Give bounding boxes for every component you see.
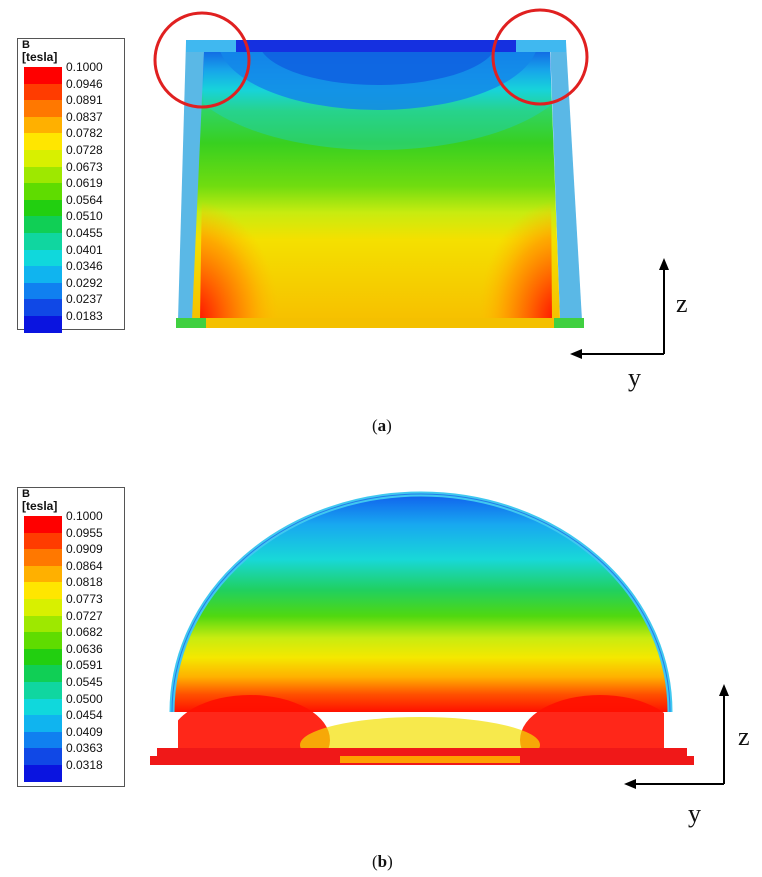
legend-tick-label: 0.0782 (66, 126, 103, 141)
caption-b-letter: b (377, 852, 388, 871)
field-plot-a: z y (153, 8, 688, 392)
legend-tick-label: 0.0409 (66, 724, 103, 739)
axis-label-y-a: y (628, 363, 641, 392)
caption-a-letter: a (377, 416, 387, 435)
legend-swatch (24, 249, 62, 267)
legend-tick-label: 0.0363 (66, 741, 103, 756)
legend-swatch (24, 665, 62, 683)
legend-swatch (24, 83, 62, 101)
legend-tick-label: 0.0455 (66, 226, 103, 240)
legend-swatch (24, 100, 62, 118)
legend-swatch (24, 150, 62, 168)
legend-b: B [tesla] 0.1000 0.0955 0.0909 0.0864 0.0818… (17, 487, 125, 787)
axis-label-z-b: z (738, 722, 750, 751)
wall-right-a (550, 42, 582, 320)
legend-swatch (24, 632, 62, 650)
legend-tick-label: 0.0728 (66, 143, 103, 157)
legend-tick-label: 0.0591 (66, 658, 103, 673)
legend-swatch (24, 565, 62, 583)
legend-swatch (24, 199, 62, 217)
legend-tick-label: 0.0946 (66, 76, 103, 91)
legend-tick-label: 0.0891 (66, 93, 103, 108)
legend-a: B [tesla] 0.1000 0.0946 0.0891 0.0837 0.0782… (17, 38, 125, 334)
legend-tick-label: 0.0864 (66, 558, 103, 573)
legend-swatch (24, 731, 62, 749)
caption-b: (b) (372, 852, 393, 871)
legend-tick-label: 0.1000 (66, 60, 103, 74)
legend-swatch (24, 166, 62, 184)
legend-tick-label: 0.0818 (66, 575, 103, 590)
base-plate-a (176, 318, 584, 328)
legend-b-header: B [tesla] (22, 488, 57, 512)
legend-tick-label: 0.1000 (66, 509, 103, 523)
legend-tick-label: 0.0500 (66, 691, 103, 706)
legend-swatch (24, 748, 62, 766)
legend-swatch (24, 116, 62, 134)
legend-tick-label: 0.0401 (66, 242, 103, 257)
legend-swatch (24, 765, 62, 783)
legend-tick-label: 0.0454 (66, 708, 103, 723)
legend-swatch (24, 582, 62, 600)
legend-swatch (24, 183, 62, 201)
legend-tick-label: 0.0510 (66, 209, 103, 224)
field-plot-b: z y (150, 491, 750, 828)
legend-a-quantity: B (22, 39, 30, 51)
legend-tick-label: 0.0727 (66, 608, 103, 623)
legend-tick-label: 0.0545 (66, 675, 103, 689)
legend-a-header: B [tesla] (22, 39, 57, 63)
legend-swatch (24, 316, 62, 334)
axis-label-z-a: z (676, 289, 688, 318)
legend-tick-label: 0.0346 (66, 259, 103, 274)
legend-swatch (24, 67, 62, 85)
axis-triad-a (570, 258, 669, 359)
legend-swatch (24, 698, 62, 716)
legend-swatch (24, 648, 62, 666)
legend-swatch (24, 715, 62, 733)
legend-tick-label: 0.0636 (66, 641, 103, 656)
legend-tick-label: 0.0909 (66, 542, 103, 557)
legend-tick-label: 0.0564 (66, 192, 103, 207)
legend-tick-label: 0.0673 (66, 159, 103, 174)
legend-tick-label: 0.0237 (66, 292, 103, 307)
panel-b: B [tesla] 0.1000 0.0955 0.0909 0.0864 0.0818… (0, 440, 762, 877)
legend-swatch (24, 532, 62, 550)
legend-swatch (24, 233, 62, 251)
axis-triad-b (624, 684, 729, 789)
legend-tick-label: 0.0837 (66, 109, 103, 124)
inner-field-a (192, 52, 560, 320)
legend-tick-label: 0.0183 (66, 309, 103, 323)
caption-a: (a) (372, 416, 392, 435)
legend-tick-label: 0.0955 (66, 525, 103, 540)
legend-swatch (24, 615, 62, 633)
legend-swatch (24, 299, 62, 317)
legend-b-unit: [tesla] (22, 499, 58, 513)
base-plate-b (157, 748, 687, 758)
legend-swatch (24, 516, 62, 534)
legend-swatch (24, 549, 62, 567)
highlight-circle-left-a (153, 11, 251, 109)
legend-swatch (24, 133, 62, 151)
legend-tick-label: 0.0619 (66, 176, 103, 191)
legend-a-unit: [tesla] (22, 50, 58, 64)
top-low-field-a (218, 52, 538, 110)
legend-tick-label: 0.0292 (66, 275, 103, 290)
legend-tick-label: 0.0682 (66, 625, 103, 640)
legend-swatch (24, 682, 62, 700)
top-bar-a (186, 40, 566, 52)
axis-label-y-b: y (688, 799, 701, 828)
legend-swatch (24, 599, 62, 617)
panel-a: B [tesla] 0.1000 0.0946 0.0891 0.0837 0.0782… (17, 8, 688, 435)
dome-field-b (172, 494, 670, 712)
legend-swatch (24, 282, 62, 300)
legend-tick-label: 0.0773 (66, 592, 103, 606)
legend-swatch (24, 216, 62, 234)
legend-b-quantity: B (22, 488, 30, 500)
legend-swatch (24, 266, 62, 284)
highlight-circle-right-a (491, 8, 589, 106)
legend-tick-label: 0.0318 (66, 758, 103, 772)
